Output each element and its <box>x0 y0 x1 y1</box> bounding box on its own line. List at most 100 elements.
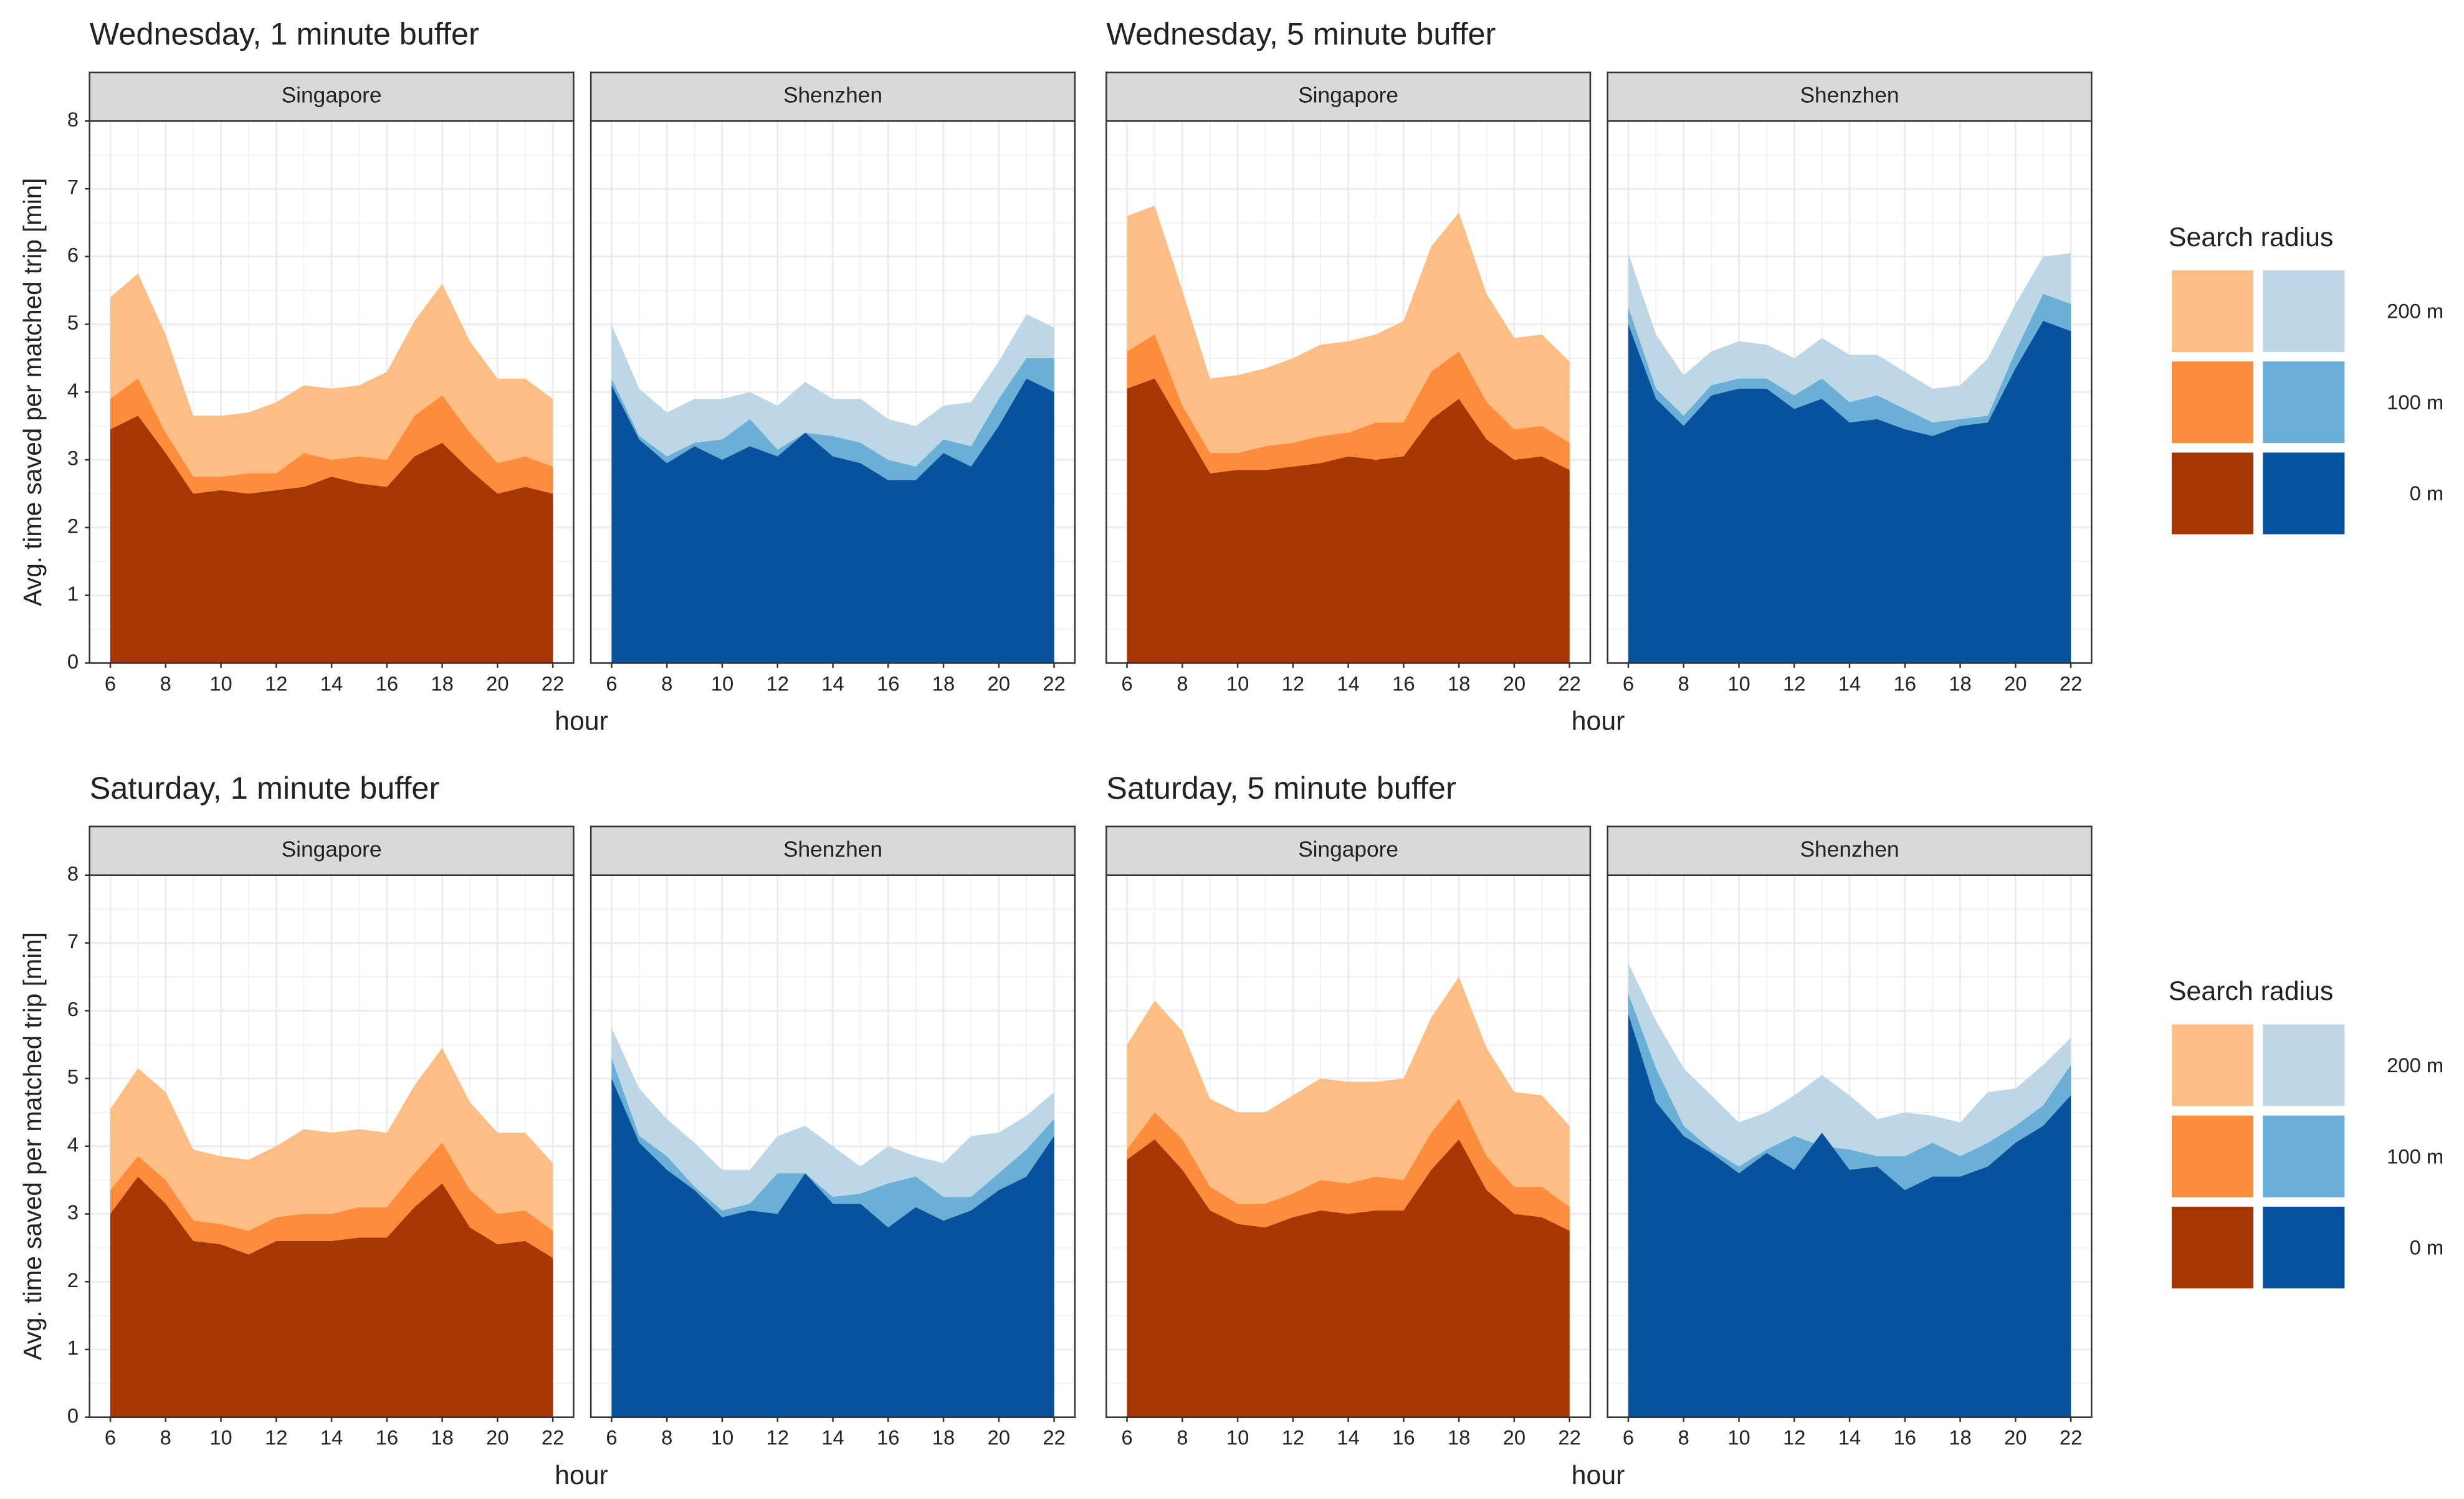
strip <box>590 71 1076 122</box>
y-tick-label: 8 <box>67 862 79 885</box>
y-tick-label: 2 <box>67 514 79 537</box>
y-tick-label: 3 <box>67 447 79 470</box>
x-tick-label: 6 <box>105 672 116 695</box>
x-axis-label: hour <box>555 706 608 736</box>
x-tick-label: 6 <box>1121 1426 1132 1449</box>
x-tick-label: 8 <box>160 1426 171 1449</box>
x-tick-label: 14 <box>1838 672 1861 695</box>
y-axis-label: Avg. time saved per matched trip [min] <box>18 932 47 1360</box>
strip-label: Singapore <box>1298 83 1398 108</box>
x-tick-label: 14 <box>320 672 343 695</box>
x-tick-label: 16 <box>1392 1426 1415 1449</box>
x-tick-label: 8 <box>1177 1426 1188 1449</box>
y-tick-label: 1 <box>67 582 79 605</box>
x-tick-label: 10 <box>711 1426 733 1449</box>
x-tick-label: 8 <box>160 672 171 695</box>
legend-key <box>2263 361 2345 444</box>
area <box>1127 378 1570 664</box>
x-tick-label: 20 <box>486 1426 509 1449</box>
x-tick-label: 14 <box>821 1426 844 1449</box>
legend-title: Search radius <box>2169 222 2333 252</box>
x-tick-label: 6 <box>606 672 617 695</box>
chart-title: Saturday, 5 minute buffer <box>1106 770 1456 806</box>
x-tick-label: 14 <box>1337 1426 1359 1449</box>
x-tick-label: 8 <box>1678 672 1689 695</box>
x-tick-label: 18 <box>932 672 955 695</box>
x-tick-label: 10 <box>711 672 733 695</box>
x-tick-label: 6 <box>1623 672 1634 695</box>
area <box>611 378 1054 664</box>
y-tick-label: 0 <box>67 1404 79 1427</box>
legend-key <box>2171 1115 2254 1197</box>
x-tick-label: 22 <box>1043 672 1065 695</box>
x-tick-label: 12 <box>265 672 287 695</box>
strip <box>1607 826 2093 876</box>
x-tick-label: 18 <box>1949 1426 1971 1449</box>
x-tick-label: 12 <box>766 1426 789 1449</box>
y-tick-label: 0 <box>67 650 79 673</box>
strip <box>1105 71 1592 122</box>
area <box>611 1078 1054 1417</box>
x-tick-label: 18 <box>1949 672 1971 695</box>
x-axis-label: hour <box>1572 706 1625 736</box>
y-tick-label: 6 <box>67 243 79 266</box>
legend-key <box>2171 452 2254 535</box>
x-tick-label: 16 <box>1392 672 1415 695</box>
x-tick-label: 12 <box>1282 672 1304 695</box>
x-tick-label: 6 <box>1121 672 1132 695</box>
y-tick-label: 5 <box>67 311 79 334</box>
x-tick-label: 22 <box>2060 672 2082 695</box>
y-tick-label: 4 <box>67 379 79 402</box>
y-tick-label: 7 <box>67 930 79 953</box>
strip <box>1607 71 2093 122</box>
legend-label: 100 m <box>2387 1144 2443 1168</box>
y-tick-label: 8 <box>67 108 79 131</box>
x-tick-label: 14 <box>821 672 844 695</box>
x-tick-label: 12 <box>1783 1426 1805 1449</box>
legend-label: 100 m <box>2387 391 2443 414</box>
x-tick-label: 6 <box>1623 1426 1634 1449</box>
strip-label: Singapore <box>282 837 382 862</box>
x-tick-label: 12 <box>1282 1426 1304 1449</box>
strip-label: Shenzhen <box>1800 837 1899 862</box>
x-tick-label: 18 <box>932 1426 955 1449</box>
legend-key <box>2171 1206 2254 1288</box>
x-tick-label: 20 <box>2004 1426 2027 1449</box>
x-tick-label: 22 <box>2060 1426 2082 1449</box>
x-tick-label: 20 <box>988 1426 1010 1449</box>
y-tick-label: 2 <box>67 1268 79 1292</box>
x-tick-label: 18 <box>431 1426 453 1449</box>
x-tick-label: 10 <box>209 1426 232 1449</box>
x-tick-label: 16 <box>376 672 398 695</box>
strip-label: Singapore <box>1298 837 1398 862</box>
x-tick-label: 18 <box>1448 1426 1470 1449</box>
x-tick-label: 6 <box>606 1426 617 1449</box>
strip-label: Shenzhen <box>1800 83 1899 108</box>
x-tick-label: 14 <box>1838 1426 1861 1449</box>
x-tick-label: 22 <box>542 672 564 695</box>
strip-label: Shenzhen <box>783 837 882 862</box>
area <box>110 416 553 664</box>
area <box>110 1176 553 1417</box>
x-tick-label: 12 <box>1783 672 1805 695</box>
y-tick-label: 4 <box>67 1133 79 1156</box>
chart-title: Wednesday, 1 minute buffer <box>90 16 479 51</box>
legend-label: 0 m <box>2410 1236 2444 1259</box>
x-tick-label: 16 <box>877 672 899 695</box>
area <box>1628 1014 2071 1417</box>
legend-key <box>2263 1115 2345 1197</box>
x-tick-label: 20 <box>1503 672 1526 695</box>
x-tick-label: 18 <box>1448 672 1470 695</box>
x-axis-label: hour <box>555 1460 608 1490</box>
area <box>1628 321 2071 664</box>
x-tick-label: 22 <box>1558 1426 1580 1449</box>
legend-label: 0 m <box>2410 482 2444 505</box>
y-tick-label: 6 <box>67 997 79 1021</box>
legend-key <box>2263 452 2345 535</box>
x-tick-label: 10 <box>1727 1426 1750 1449</box>
x-tick-label: 22 <box>542 1426 564 1449</box>
y-tick-label: 5 <box>67 1065 79 1088</box>
x-tick-label: 8 <box>1678 1426 1689 1449</box>
x-tick-label: 10 <box>1226 1426 1249 1449</box>
